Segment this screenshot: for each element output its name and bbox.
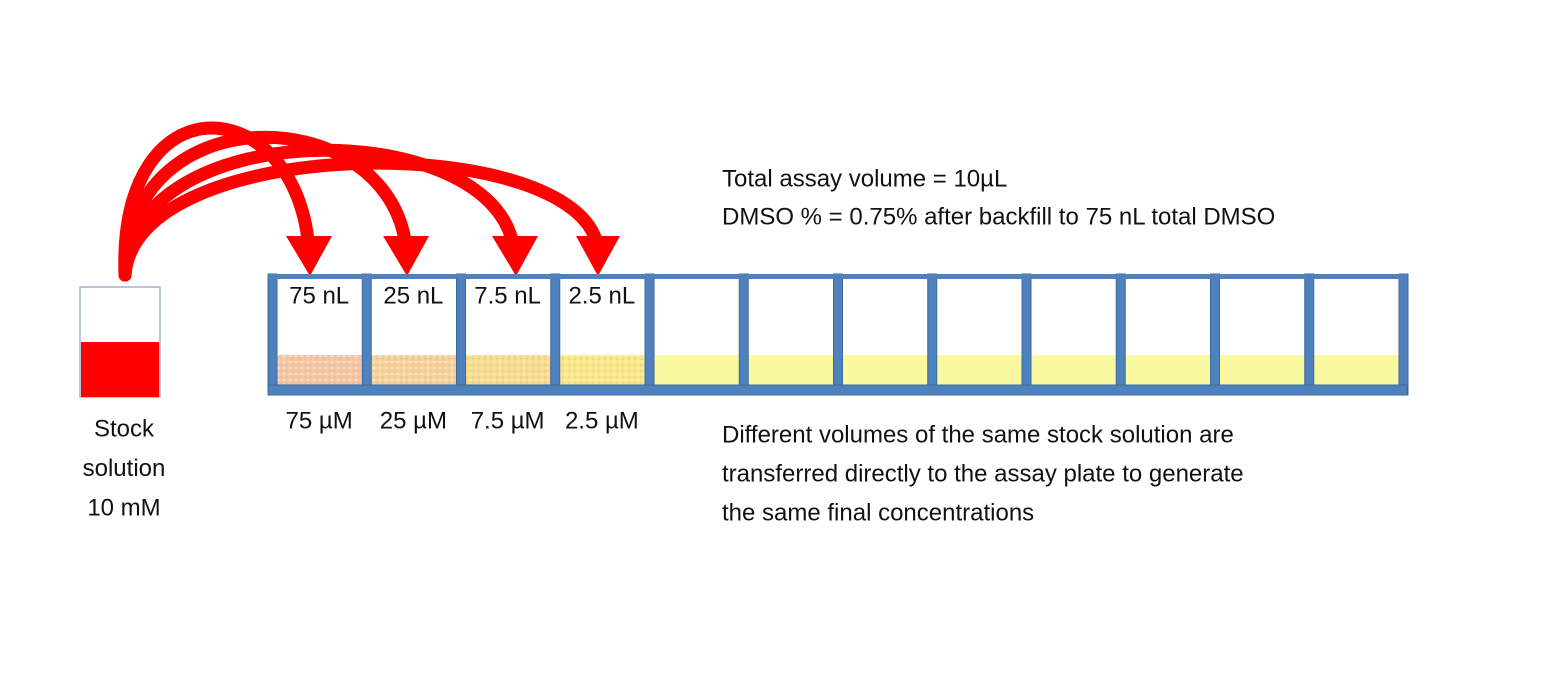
well-liquid-texture — [464, 355, 551, 385]
well-liquid — [1124, 355, 1211, 385]
stock-label: Stock — [94, 415, 155, 442]
arrow-head — [576, 236, 620, 276]
well-liquid — [1312, 355, 1399, 385]
arrow — [118, 156, 603, 282]
well-volume: 7.5 nL — [474, 282, 541, 309]
well-volume: 75 nL — [289, 282, 349, 309]
stock-label: 10 mM — [87, 494, 160, 521]
labels: 75 nL 75 µM 25 nL 25 µM 7.5 nL 7.5 µM 2.5 nL 2.… — [83, 165, 1276, 526]
well-liquid — [1030, 355, 1117, 385]
arrow — [118, 121, 315, 282]
plate-base — [267, 384, 1408, 396]
stock-label: solution — [83, 455, 166, 482]
stock-liquid — [81, 342, 159, 397]
plate-rim — [268, 274, 1407, 279]
well-liquid-texture — [558, 355, 645, 385]
well-divider — [1115, 273, 1126, 396]
well-liquid — [653, 355, 740, 385]
well-divider — [1304, 273, 1315, 396]
well-divider — [1398, 273, 1409, 396]
well-divider — [361, 273, 372, 396]
arrow-heads — [286, 236, 620, 276]
well-liquid — [1218, 355, 1305, 385]
arrow-head — [286, 236, 332, 276]
well-liquid — [841, 355, 928, 385]
well-concentration: 25 µM — [380, 407, 447, 434]
arrow — [118, 143, 519, 282]
assay-plate — [267, 273, 1409, 396]
well-divider — [1210, 273, 1220, 396]
well-concentration: 2.5 µM — [565, 407, 639, 434]
arrow-head — [383, 236, 429, 276]
description: the same final concentrations — [722, 499, 1034, 526]
transfer-arrows — [118, 121, 603, 282]
well-divider — [1021, 273, 1032, 396]
well-volume: 25 nL — [383, 282, 443, 309]
well-divider — [644, 273, 655, 396]
well-liquid-texture — [370, 355, 457, 385]
well-divider — [267, 273, 278, 396]
well-liquid — [747, 355, 834, 385]
arrow-head — [492, 236, 538, 276]
well-divider — [738, 273, 749, 396]
well-liquid — [935, 355, 1022, 385]
well-concentration: 75 µM — [286, 407, 353, 434]
well-divider — [927, 273, 938, 396]
well-liquid-texture — [276, 355, 363, 385]
description: transferred directly to the assay plate … — [722, 460, 1244, 487]
well-divider — [833, 273, 843, 396]
well-concentration: 7.5 µM — [471, 407, 545, 434]
assay-info: Total assay volume = 10µL — [722, 165, 1007, 192]
well-volume: 2.5 nL — [569, 282, 636, 309]
well-divider — [456, 273, 466, 396]
arrow — [118, 130, 412, 282]
well-divider — [550, 273, 561, 396]
assay-info: DMSO % = 0.75% after backfill to 75 nL t… — [722, 203, 1275, 230]
description: Different volumes of the same stock solu… — [722, 421, 1234, 448]
